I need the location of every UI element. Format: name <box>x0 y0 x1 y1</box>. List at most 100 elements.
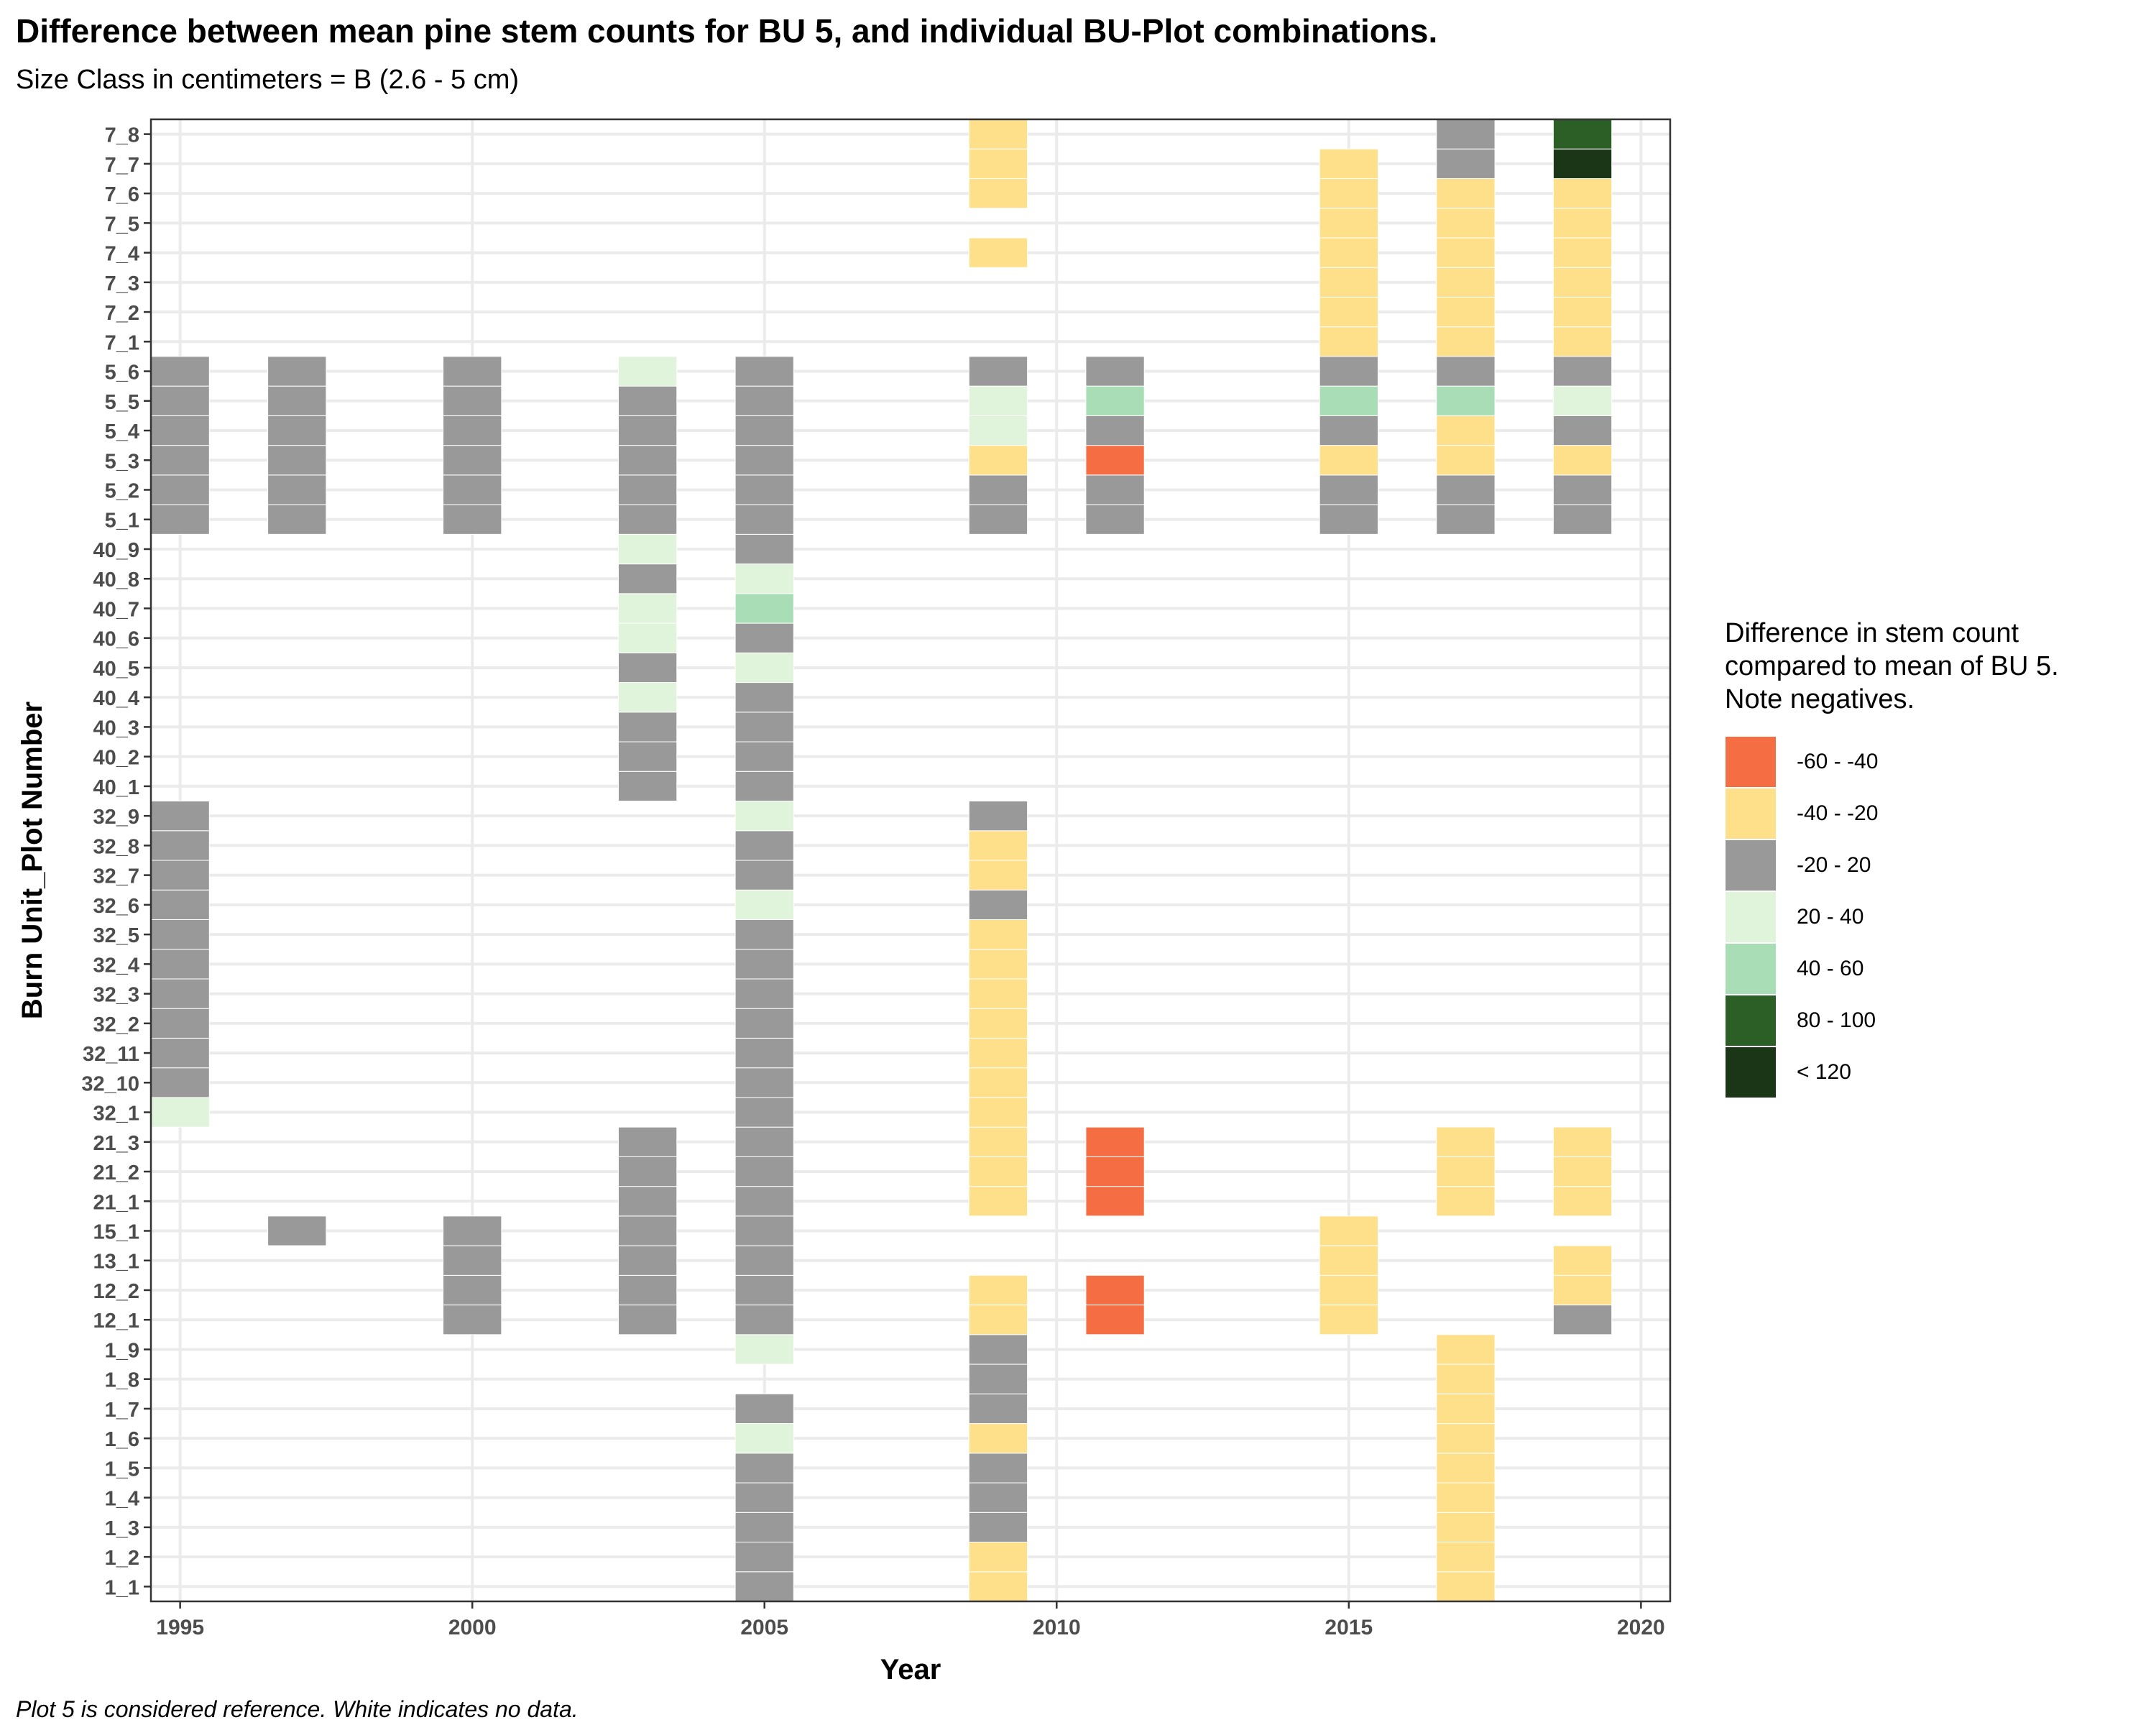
legend-label: -20 - 20 <box>1797 853 1871 877</box>
legend-title-line: Note negatives. <box>1725 684 1915 714</box>
heatmap-cell <box>734 1245 794 1276</box>
y-tick-label: 1_6 <box>105 1428 139 1451</box>
heatmap-cell <box>150 356 210 387</box>
heatmap-cell <box>1436 1423 1496 1454</box>
heatmap-cell <box>617 770 678 802</box>
heatmap-cell <box>617 682 678 713</box>
y-tick-label: 12_1 <box>93 1310 139 1333</box>
y-tick-label: 32_11 <box>83 1043 139 1066</box>
heatmap-cell <box>734 1542 794 1573</box>
heatmap-cell <box>150 978 210 1009</box>
heatmap-cell <box>734 712 794 742</box>
heatmap-cell <box>734 830 794 861</box>
heatmap-cell <box>617 1215 678 1246</box>
heatmap-cell <box>1436 1512 1496 1543</box>
legend-key-swatch <box>1725 788 1777 840</box>
heatmap-cell <box>1319 385 1378 416</box>
heatmap-cell <box>1552 178 1613 209</box>
heatmap-cell <box>734 1067 794 1098</box>
heatmap-cell <box>617 385 678 416</box>
y-tick-label: 1_9 <box>105 1339 139 1362</box>
heatmap-cell <box>734 682 794 713</box>
heatmap-cell <box>734 415 794 446</box>
heatmap-cell <box>1319 445 1378 476</box>
heatmap-cell <box>968 889 1028 920</box>
heatmap-cell <box>1085 385 1145 416</box>
heatmap-cell <box>1085 1186 1145 1217</box>
y-tick-label: 7_8 <box>105 124 139 147</box>
heatmap-cell <box>150 801 210 832</box>
heatmap-cell <box>617 504 678 535</box>
legend-label: < 120 <box>1797 1060 1851 1084</box>
y-tick-label: 40_2 <box>93 747 139 770</box>
heatmap-cell <box>617 741 678 772</box>
heatmap-cell <box>1436 385 1496 416</box>
heatmap-cell <box>1319 148 1378 179</box>
y-tick-label: 7_3 <box>105 272 139 295</box>
heatmap-cell <box>1319 237 1378 268</box>
heatmap-cell <box>267 356 327 387</box>
legend-key-swatch <box>1725 1046 1777 1098</box>
heatmap-cell <box>443 1274 502 1306</box>
heatmap-cell <box>1085 1126 1145 1157</box>
heatmap-cell <box>1552 237 1613 268</box>
heatmap-cell <box>1085 1274 1145 1306</box>
heatmap-cell <box>734 564 794 594</box>
heatmap-cell <box>617 1156 678 1187</box>
heatmap-cell <box>1085 474 1145 505</box>
heatmap-cell <box>267 1215 327 1246</box>
y-axis-ticks: 1_1 1_2 1_3 1_4 1_5 1_6 1_7 1_8 1_9 12_1 12_2 13_1 1… <box>81 124 151 1599</box>
heatmap-cell <box>617 445 678 476</box>
heatmap-cell <box>443 385 502 416</box>
y-tick-label: 32_3 <box>93 984 139 1007</box>
legend-item: -40 - -20 <box>1725 788 2127 840</box>
legend-key-swatch <box>1725 943 1777 995</box>
y-tick-label: 7_2 <box>105 302 139 325</box>
legend-item: 80 - 100 <box>1725 995 2127 1046</box>
heatmap-cell <box>968 1126 1028 1157</box>
heatmap-cell <box>734 356 794 387</box>
heatmap-cell <box>734 741 794 772</box>
heatmap-cell <box>443 1305 502 1335</box>
heatmap-cell <box>968 830 1028 861</box>
x-axis-title: Year <box>880 1654 941 1685</box>
heatmap-cell <box>1085 356 1145 387</box>
heatmap-cell <box>1319 1305 1378 1335</box>
heatmap-cell <box>734 1305 794 1335</box>
heatmap-cell <box>734 978 794 1009</box>
heatmap-cell <box>1552 504 1613 535</box>
heatmap-cell <box>1552 385 1613 416</box>
legend-title-line: compared to mean of BU 5. <box>1725 651 2059 681</box>
heatmap-cell <box>1436 1186 1496 1217</box>
x-tick-label: 2005 <box>740 1616 788 1639</box>
heatmap-cell <box>968 978 1028 1009</box>
heatmap-cell <box>1085 1305 1145 1335</box>
heatmap-cell <box>1436 178 1496 209</box>
heatmap-cell <box>267 415 327 446</box>
y-tick-label: 13_1 <box>93 1251 139 1274</box>
y-tick-label: 32_10 <box>81 1072 139 1095</box>
heatmap-cell <box>150 949 210 980</box>
heatmap-cell <box>1552 296 1613 328</box>
heatmap-cell <box>734 1334 794 1365</box>
y-tick-label: 7_1 <box>105 331 139 354</box>
heatmap-cell <box>734 889 794 920</box>
heatmap-cell <box>617 533 678 565</box>
heatmap-cell <box>1552 1274 1613 1306</box>
heatmap-cell <box>1319 1215 1378 1246</box>
heatmap-cell <box>1436 474 1496 505</box>
legend-title: Difference in stem count compared to mean… <box>1725 617 2127 716</box>
heatmap-cell <box>968 1274 1028 1306</box>
y-tick-label: 5_1 <box>105 510 139 533</box>
heatmap-cell <box>443 415 502 446</box>
heatmap-cell <box>267 474 327 505</box>
y-tick-label: 1_1 <box>105 1576 139 1599</box>
heatmap-cell <box>968 1334 1028 1365</box>
heatmap-cell <box>968 445 1028 476</box>
heatmap-cell <box>968 504 1028 535</box>
heatmap-cell <box>1436 1363 1496 1394</box>
heatmap-cell <box>734 1008 794 1039</box>
legend-item: < 120 <box>1725 1046 2127 1098</box>
heatmap-cell <box>150 860 210 891</box>
